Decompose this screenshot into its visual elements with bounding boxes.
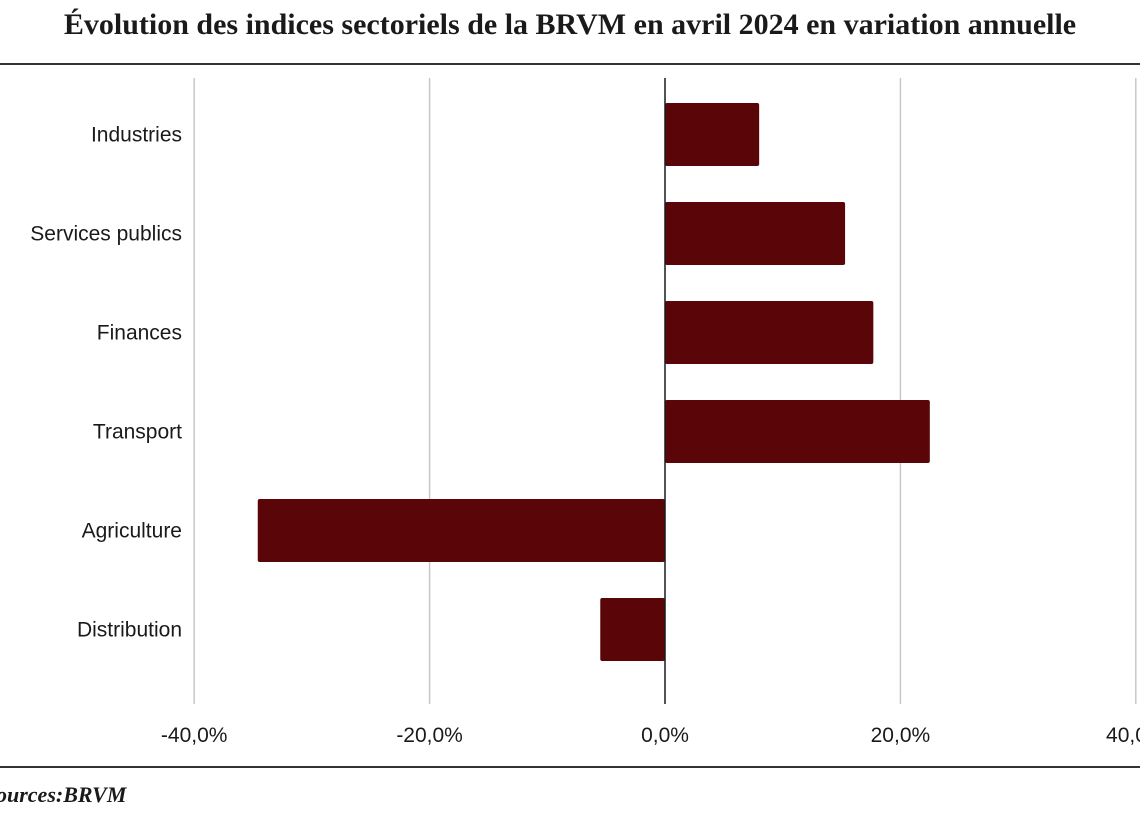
gridlines [193,78,1137,704]
bottom-rule [0,766,1140,768]
tick-labels: -40,0% -20,0% 0,0% 20,0% 40,0% [161,724,1140,747]
bar [257,499,665,562]
x-tick-label: 40,0% [1106,724,1140,747]
category-labels: Industries Services publics Finances Transp… [30,124,182,642]
category-label: Agriculture [82,520,182,543]
x-tick-label: 20,0% [871,724,931,747]
category-label: Distribution [77,619,182,642]
category-label: Services publics [30,223,182,246]
bar [665,103,760,166]
x-tick-label: -20,0% [396,724,463,747]
bar [665,202,846,265]
bar [600,598,665,661]
bars [257,103,930,661]
x-tick-label: 0,0% [641,724,689,747]
source-note: ources:BRVM [0,782,127,807]
top-rule [0,63,1140,65]
chart-title: Évolution des indices sectoriels de la B… [63,8,1077,41]
category-label: Finances [97,322,182,345]
x-tick-label: -40,0% [161,724,228,747]
bar-chart: Industries Services publics Finances Transp… [30,78,1140,747]
category-label: Transport [93,421,182,444]
category-label: Industries [91,124,182,147]
bar [665,400,930,463]
bar [665,301,874,364]
